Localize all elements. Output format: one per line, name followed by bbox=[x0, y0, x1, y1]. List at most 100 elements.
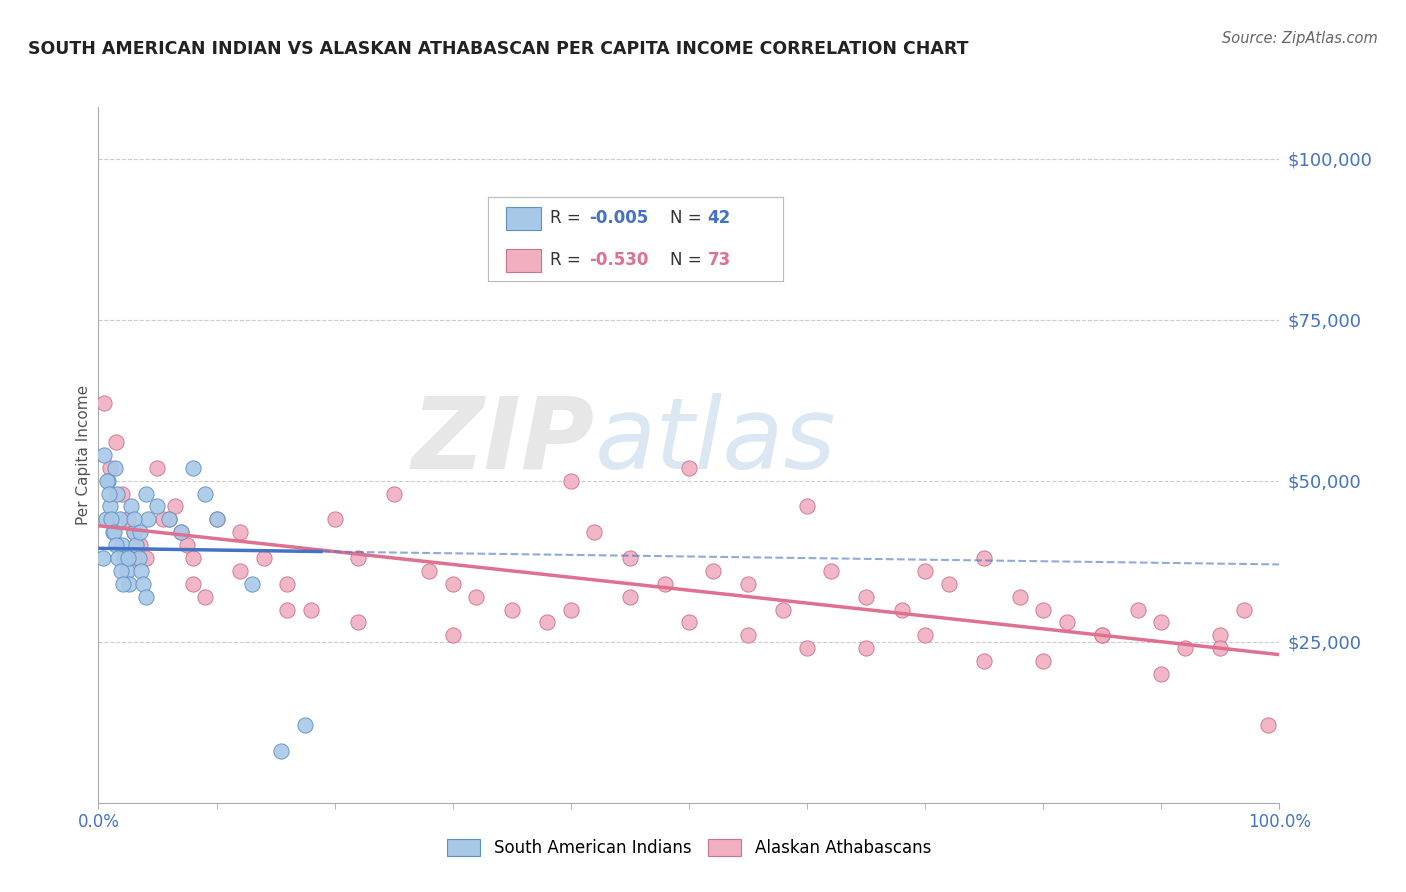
Point bbox=[157, 512, 180, 526]
Point bbox=[1126, 602, 1149, 616]
Point bbox=[1032, 602, 1054, 616]
Point bbox=[104, 460, 127, 475]
Point bbox=[122, 525, 145, 540]
Point bbox=[973, 654, 995, 668]
Point bbox=[229, 564, 252, 578]
Point bbox=[1091, 628, 1114, 642]
Point bbox=[619, 590, 641, 604]
Point bbox=[105, 538, 128, 552]
Point bbox=[117, 551, 139, 566]
Point bbox=[135, 486, 157, 500]
Point bbox=[702, 564, 724, 578]
Point bbox=[294, 718, 316, 732]
Point bbox=[276, 576, 298, 591]
Point bbox=[560, 474, 582, 488]
Point bbox=[441, 628, 464, 642]
Text: 73: 73 bbox=[707, 252, 731, 269]
Point bbox=[678, 615, 700, 630]
Point bbox=[97, 474, 120, 488]
Point bbox=[820, 564, 842, 578]
Point bbox=[1091, 628, 1114, 642]
Point bbox=[121, 500, 143, 514]
Point bbox=[1209, 641, 1232, 656]
Point bbox=[276, 602, 298, 616]
Point bbox=[465, 590, 488, 604]
Text: SOUTH AMERICAN INDIAN VS ALASKAN ATHABASCAN PER CAPITA INCOME CORRELATION CHART: SOUTH AMERICAN INDIAN VS ALASKAN ATHABAS… bbox=[28, 40, 969, 58]
Point bbox=[855, 590, 877, 604]
Point bbox=[914, 628, 936, 642]
Point bbox=[176, 538, 198, 552]
Point bbox=[299, 602, 322, 616]
Point bbox=[170, 525, 193, 540]
Point bbox=[914, 564, 936, 578]
Point bbox=[347, 551, 370, 566]
Point bbox=[135, 590, 157, 604]
Point bbox=[117, 512, 139, 526]
Point bbox=[146, 500, 169, 514]
Point bbox=[157, 512, 180, 526]
Point bbox=[229, 525, 252, 540]
Text: -0.005: -0.005 bbox=[589, 210, 648, 227]
Point bbox=[973, 551, 995, 566]
Point bbox=[323, 512, 346, 526]
Point bbox=[115, 564, 138, 578]
Point bbox=[135, 551, 157, 566]
Point bbox=[194, 486, 217, 500]
Point bbox=[855, 641, 877, 656]
Point bbox=[1056, 615, 1078, 630]
Point bbox=[132, 576, 155, 591]
Point bbox=[1150, 667, 1173, 681]
Text: Source: ZipAtlas.com: Source: ZipAtlas.com bbox=[1222, 31, 1378, 46]
Point bbox=[240, 576, 263, 591]
Point bbox=[347, 615, 370, 630]
Point bbox=[112, 576, 135, 591]
Point bbox=[122, 512, 145, 526]
Point bbox=[1150, 615, 1173, 630]
Text: atlas: atlas bbox=[595, 392, 837, 490]
Point bbox=[98, 486, 121, 500]
Point bbox=[107, 551, 129, 566]
Point bbox=[1008, 590, 1031, 604]
Point bbox=[536, 615, 558, 630]
Point bbox=[94, 512, 117, 526]
Point bbox=[772, 602, 794, 616]
Point bbox=[1174, 641, 1197, 656]
Point bbox=[122, 551, 145, 566]
Point bbox=[105, 435, 128, 450]
Point bbox=[112, 551, 135, 566]
Point bbox=[98, 500, 121, 514]
Point bbox=[1032, 654, 1054, 668]
Point bbox=[678, 460, 700, 475]
Point bbox=[796, 500, 818, 514]
Point bbox=[1257, 718, 1279, 732]
Point bbox=[737, 576, 759, 591]
Point bbox=[122, 525, 145, 540]
Point bbox=[890, 602, 912, 616]
Text: -0.530: -0.530 bbox=[589, 252, 650, 269]
Text: R =: R = bbox=[550, 210, 586, 227]
Point bbox=[560, 602, 582, 616]
Point bbox=[128, 551, 150, 566]
Point bbox=[583, 525, 606, 540]
Point bbox=[796, 641, 818, 656]
Y-axis label: Per Capita Income: Per Capita Income bbox=[76, 384, 91, 525]
Point bbox=[165, 500, 187, 514]
Point bbox=[108, 512, 131, 526]
Point bbox=[181, 460, 204, 475]
Point bbox=[619, 551, 641, 566]
Point bbox=[100, 512, 122, 526]
Point bbox=[205, 512, 228, 526]
Text: 42: 42 bbox=[707, 210, 731, 227]
Point bbox=[93, 396, 115, 410]
Point bbox=[125, 538, 148, 552]
Point bbox=[418, 564, 440, 578]
Point bbox=[111, 538, 134, 552]
Point bbox=[111, 486, 134, 500]
Point bbox=[146, 460, 169, 475]
Point bbox=[128, 525, 150, 540]
Text: N =: N = bbox=[669, 210, 707, 227]
Point bbox=[654, 576, 676, 591]
Point bbox=[1209, 628, 1232, 642]
Text: N =: N = bbox=[669, 252, 707, 269]
Point bbox=[128, 538, 150, 552]
